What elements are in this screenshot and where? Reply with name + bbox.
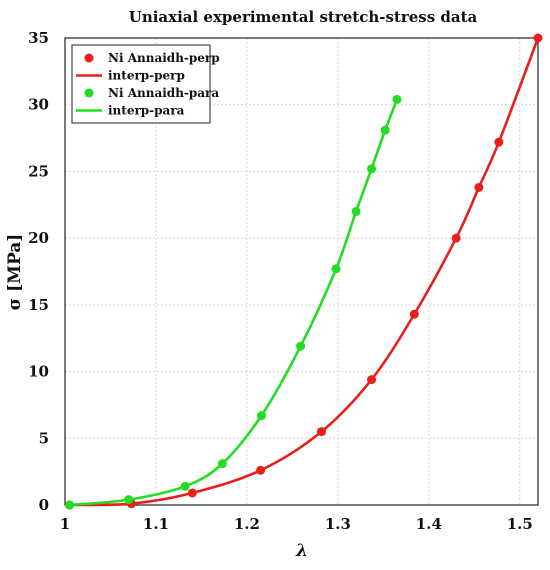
legend-label: interp-para — [108, 104, 185, 118]
y-tick-label: 0 — [39, 496, 49, 514]
y-tick-label: 15 — [28, 296, 49, 314]
plot-frame — [64, 37, 539, 506]
x-tick-label: 1.5 — [507, 515, 533, 533]
Ni Annaidh-para-point — [380, 125, 390, 135]
legend-label: Ni Annaidh-para — [108, 86, 219, 100]
y-tick-label: 30 — [28, 96, 49, 114]
Ni Annaidh-para-point — [256, 411, 266, 421]
x-tick-label: 1.1 — [143, 515, 169, 533]
Ni Annaidh-perp-point — [533, 33, 543, 43]
Ni Annaidh-para-point — [180, 481, 190, 491]
Ni Annaidh-para-point — [392, 94, 402, 104]
Ni Annaidh-para-point — [351, 206, 361, 216]
Ni Annaidh-perp-point — [256, 465, 266, 475]
Ni Annaidh-para-point — [331, 264, 341, 274]
x-tick-label: 1.2 — [234, 515, 260, 533]
x-tick-label: 1.3 — [325, 515, 351, 533]
x-tick-label: 1 — [60, 515, 70, 533]
Ni Annaidh-para-point — [65, 500, 75, 510]
Ni Annaidh-para-point — [124, 495, 134, 505]
interp-para-line — [69, 98, 399, 507]
tick-labels: 1 1.1 1.2 1.3 1.4 1.5 0 5 10 15 20 25 30 35 — [28, 29, 533, 533]
Ni Annaidh-perp-point — [409, 309, 419, 319]
Ni Annaidh-perp-point — [494, 137, 504, 147]
legend-marker — [84, 88, 94, 98]
Ni Annaidh-para-point — [367, 164, 377, 174]
y-tick-label: 25 — [28, 162, 49, 180]
Ni Annaidh-para-point — [296, 341, 306, 351]
legend: Ni Annaidh-perp interp-perp Ni Annaidh-par… — [71, 44, 220, 124]
y-tick-label: 10 — [28, 363, 49, 381]
x-tick-label: 1.4 — [416, 515, 442, 533]
chart-title: Uniaxial experimental stretch-stress dat… — [129, 8, 478, 26]
Ni Annaidh-perp-point — [317, 427, 327, 437]
y-axis-label: σ [MPa] — [5, 234, 25, 311]
legend-label: Ni Annaidh-perp — [108, 51, 220, 65]
y-tick-label: 35 — [28, 29, 49, 47]
Ni Annaidh-perp-point — [451, 233, 461, 243]
legend-marker — [84, 53, 94, 63]
series-group — [65, 33, 543, 510]
Ni Annaidh-para-point — [217, 459, 227, 469]
Ni Annaidh-perp-point — [367, 375, 377, 385]
y-tick-label: 5 — [39, 429, 49, 447]
Ni Annaidh-perp-point — [474, 182, 484, 192]
y-tick-label: 20 — [28, 229, 49, 247]
Ni Annaidh-perp-point — [187, 488, 197, 498]
legend-label: interp-perp — [108, 69, 185, 83]
x-axis-label: λ — [295, 541, 308, 561]
